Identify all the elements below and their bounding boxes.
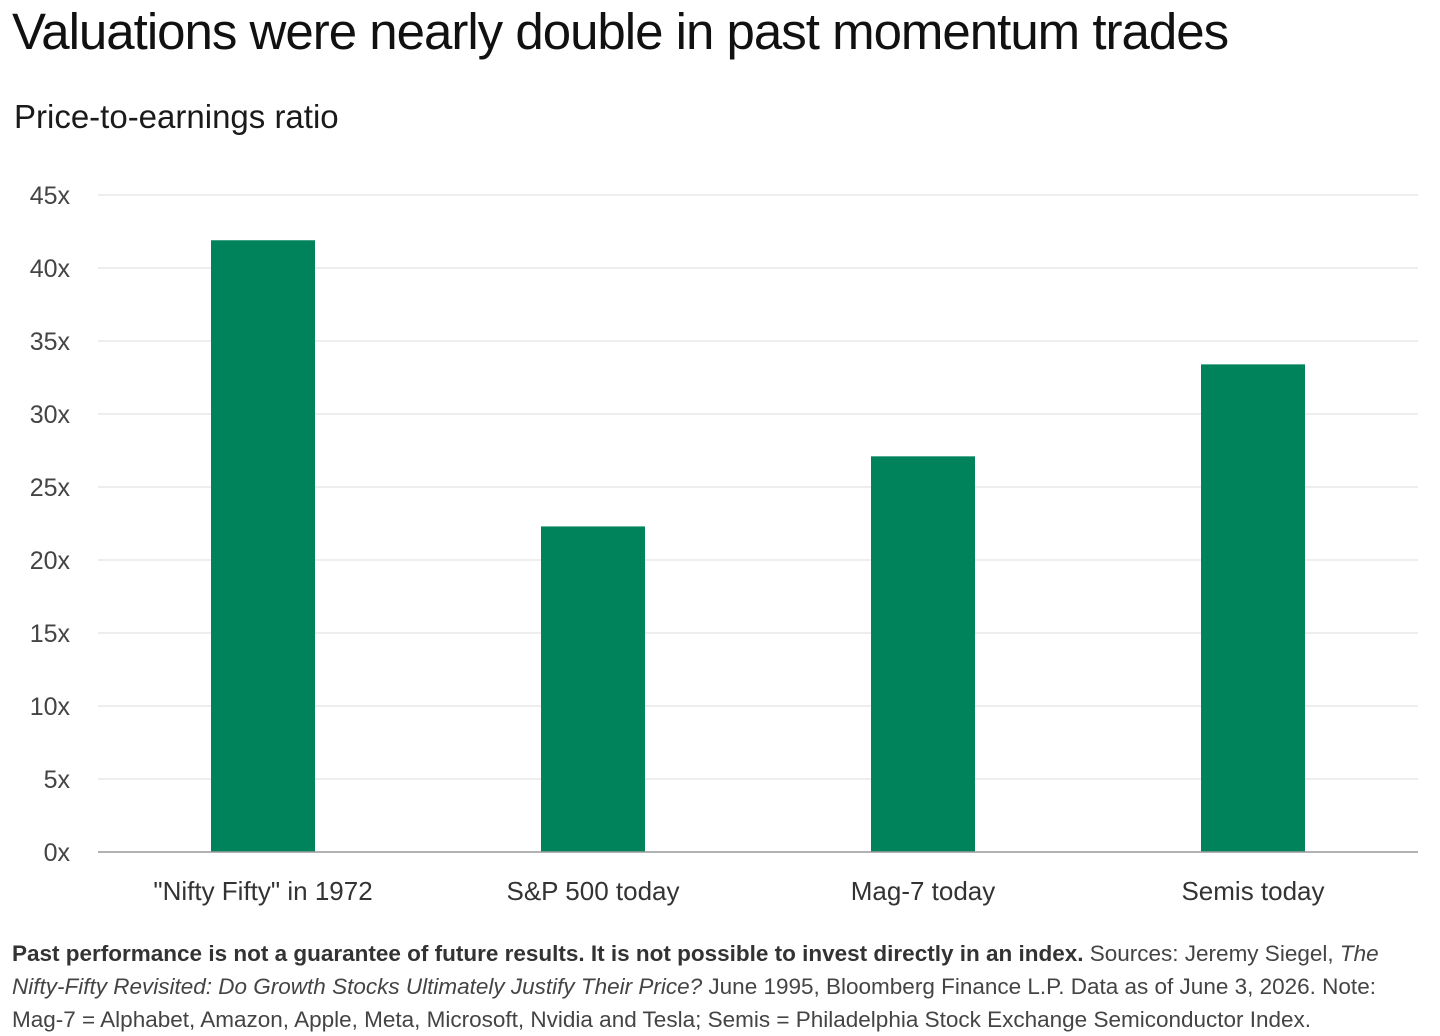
bar-chart: 0x 5x 10x 15x 20x 25x 30x 35x 40x 45x "Nifty Fift… — [30, 182, 1418, 906]
x-category-label: Semis today — [1181, 876, 1324, 906]
y-tick-label: 45x — [30, 182, 71, 210]
gridlines — [98, 194, 1418, 780]
footnote-note: June 1995, Bloomberg Finance L.P. Data a… — [12, 974, 1376, 1032]
x-axis-labels: "Nifty Fifty" in 1972 S&P 500 today Mag-7 … — [153, 876, 1324, 906]
footnote: Past performance is not a guarantee of f… — [12, 937, 1430, 1036]
chart-title: Valuations were nearly double in past mo… — [12, 3, 1229, 60]
footnote-sources: Sources: Jeremy Siegel, — [1083, 941, 1340, 966]
y-tick-label: 0x — [44, 839, 71, 867]
x-category-label: "Nifty Fifty" in 1972 — [153, 876, 372, 906]
bar — [541, 526, 645, 852]
y-tick-label: 30x — [30, 401, 71, 429]
y-tick-label: 25x — [30, 474, 71, 502]
chart-subtitle: Price-to-earnings ratio — [14, 98, 339, 135]
y-tick-label: 15x — [30, 620, 71, 648]
x-category-label: Mag-7 today — [851, 876, 996, 906]
y-axis-ticks: 0x 5x 10x 15x 20x 25x 30x 35x 40x 45x — [30, 182, 71, 867]
footnote-disclaimer: Past performance is not a guarantee of f… — [12, 941, 1084, 966]
y-tick-label: 35x — [30, 328, 71, 356]
x-category-label: S&P 500 today — [507, 876, 680, 906]
y-tick-label: 20x — [30, 547, 71, 575]
y-tick-label: 5x — [44, 766, 71, 794]
bar — [1201, 364, 1305, 852]
bar — [211, 240, 315, 852]
y-tick-label: 10x — [30, 693, 71, 721]
footnote-paper-title: The Nifty-Fifty Revisited: Do Growth Sto… — [12, 941, 1379, 999]
bars — [211, 240, 1305, 852]
bar — [871, 456, 975, 852]
y-tick-label: 40x — [30, 255, 71, 283]
